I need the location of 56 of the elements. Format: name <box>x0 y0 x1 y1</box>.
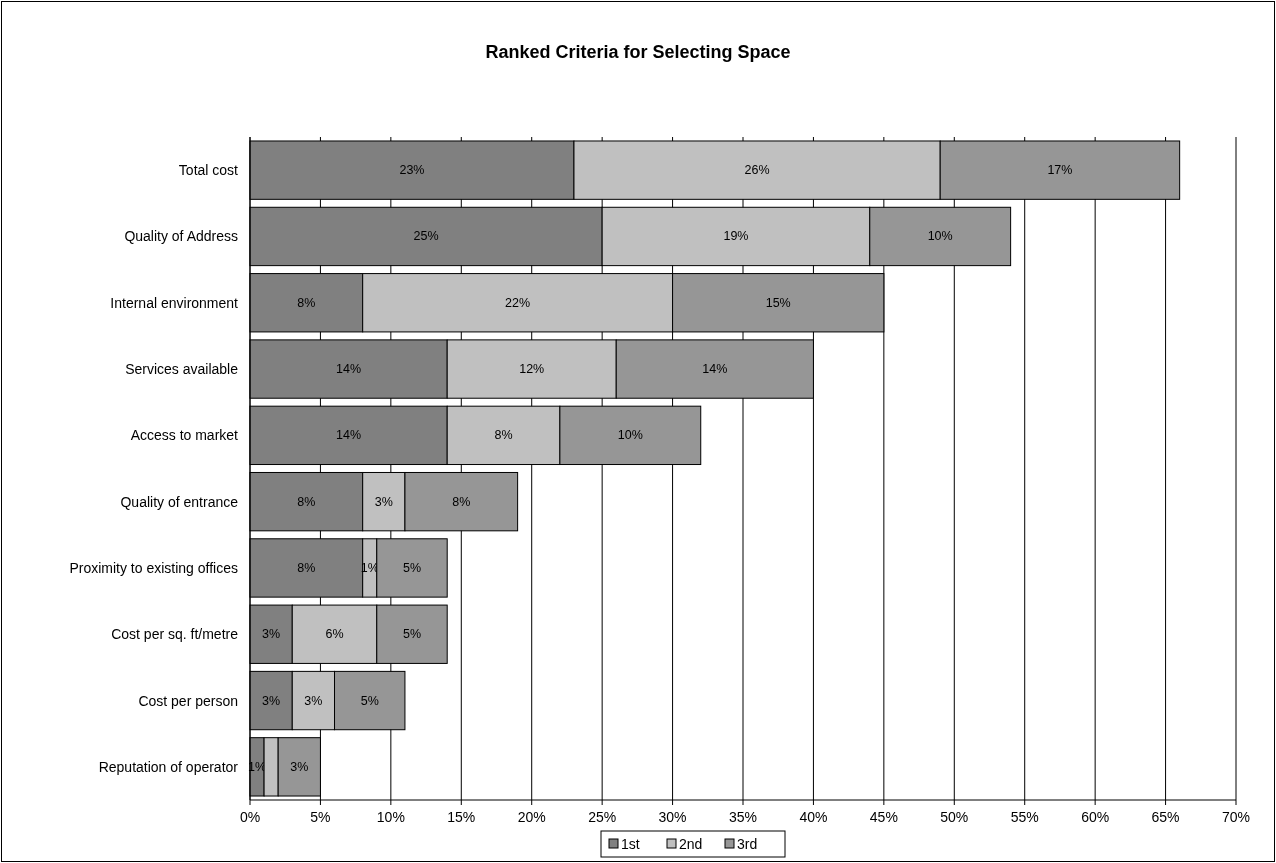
legend-label: 1st <box>621 836 640 852</box>
data-label: 17% <box>1047 163 1073 178</box>
data-label: 6% <box>325 627 344 642</box>
data-label: 3% <box>374 494 393 509</box>
data-label: 25% <box>413 229 439 244</box>
data-label: 5% <box>402 560 422 575</box>
y-tick-label: Cost per sq. ft/metre <box>111 626 239 643</box>
data-label: 3% <box>304 693 323 708</box>
y-tick-label: Total cost <box>178 162 239 179</box>
y-tick-label: Quality of entrance <box>120 493 239 510</box>
data-label: 8% <box>494 428 513 443</box>
legend-label: 2nd <box>679 836 703 852</box>
y-tick-label: Access to market <box>130 427 239 444</box>
x-tick-label: 45% <box>869 809 898 825</box>
data-label: 10% <box>617 428 643 443</box>
x-tick-label: 65% <box>1151 809 1180 825</box>
data-label: 14% <box>702 362 728 377</box>
data-label: 19% <box>723 229 749 244</box>
data-label: 15% <box>765 295 791 310</box>
y-tick-label: Services available <box>125 361 239 378</box>
data-label: 8% <box>297 494 316 509</box>
data-label: 3% <box>262 627 281 642</box>
y-tick-label: Proximity to existing offices <box>69 559 238 576</box>
data-label: 12% <box>519 362 545 377</box>
data-label: 3% <box>262 693 281 708</box>
x-tick-label: 60% <box>1081 809 1110 825</box>
data-label: 23% <box>399 163 425 178</box>
x-tick-label: 30% <box>658 809 687 825</box>
x-tick-label: 10% <box>376 809 405 825</box>
y-tick-label: Cost per person <box>138 692 238 709</box>
y-tick-label: Reputation of operator <box>98 758 239 775</box>
data-label: 14% <box>336 428 362 443</box>
data-label: 5% <box>402 627 422 642</box>
x-tick-label: 20% <box>517 809 546 825</box>
chart-title: Ranked Criteria for Selecting Space <box>485 42 791 62</box>
legend-label: 3rd <box>737 836 758 852</box>
data-label: 3% <box>290 759 309 774</box>
x-tick-label: 55% <box>1010 809 1039 825</box>
x-tick-label: 35% <box>728 809 758 825</box>
data-label: 8% <box>452 494 471 509</box>
x-tick-label: 15% <box>447 809 476 825</box>
data-label: 10% <box>927 229 953 244</box>
data-label: 14% <box>336 362 362 377</box>
y-tick-label: Quality of Address <box>124 228 238 245</box>
x-tick-label: 50% <box>940 809 969 825</box>
data-label: 26% <box>744 163 770 178</box>
x-tick-label: 25% <box>588 809 617 825</box>
data-label: 22% <box>505 295 531 310</box>
y-tick-label: Internal environment <box>110 294 239 311</box>
x-tick-label: 5% <box>310 809 331 825</box>
data-label: 8% <box>297 560 316 575</box>
x-tick-label: 0% <box>239 809 261 825</box>
data-label: 8% <box>297 295 316 310</box>
x-tick-label: 70% <box>1221 809 1251 825</box>
data-label: 5% <box>360 693 379 708</box>
x-tick-label: 40% <box>799 809 828 825</box>
